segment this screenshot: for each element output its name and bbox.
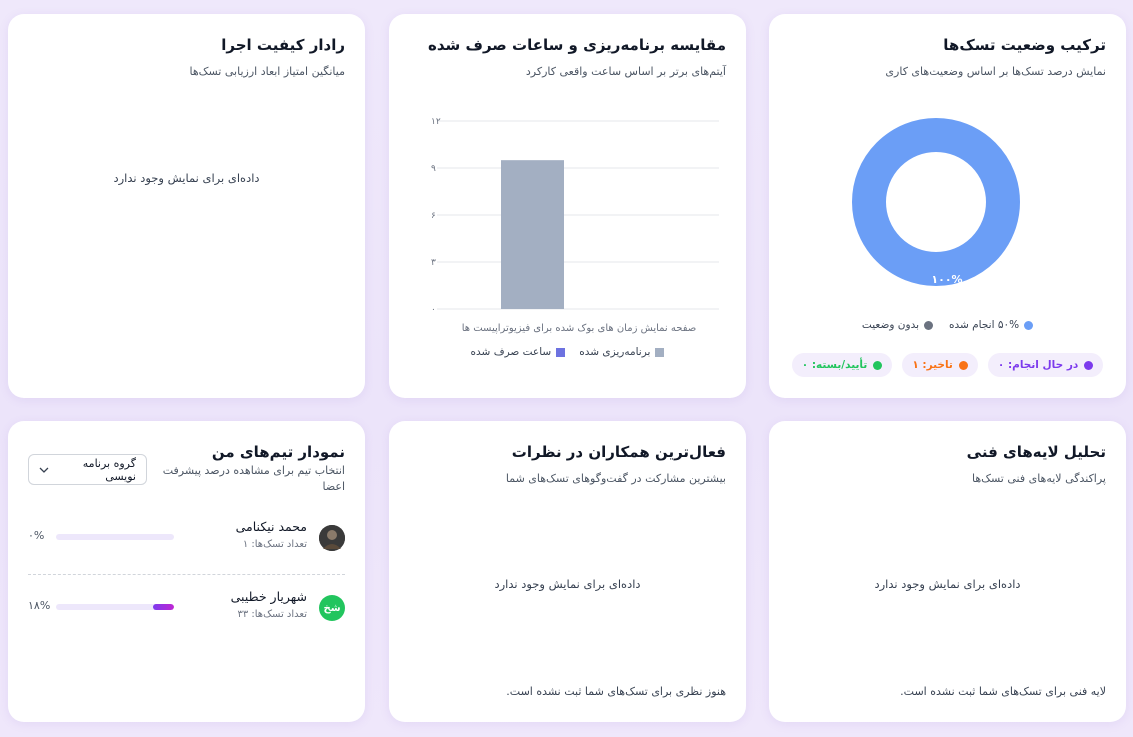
legend-item-planned[interactable]: برنامه‌ریزی شده (579, 346, 665, 358)
my-teams-card: نمودار تیم‌های من انتخاب تیم برای مشاهده… (8, 421, 365, 722)
plan-vs-actual-card: مقایسه برنامه‌ریزی و ساعات صرف شده آیتم‌… (389, 14, 746, 398)
y-tick-label: ۳ (431, 258, 436, 268)
legend-label: بدون وضعیت (861, 319, 920, 331)
pill-dot-icon (958, 360, 968, 370)
member-progress-bar (56, 534, 174, 540)
pill-dot-icon (1084, 360, 1094, 370)
layers-footnote: لایه فنی برای تسک‌های شما ثبت نشده است. (900, 685, 1106, 698)
legend-dot-icon (1024, 320, 1034, 330)
pill-approved-closed: تأیید/بسته: ۰ (791, 353, 893, 377)
donut-percent-label: ۱۰۰% (931, 273, 962, 286)
task-status-card: ترکیب وضعیت تسک‌ها نمایش درصد تسک‌ها بر … (769, 14, 1126, 398)
pill-label: تأیید/بسته: ۰ (801, 359, 868, 371)
member-progress-fill (152, 604, 174, 610)
legend-label: ساعت صرف شده (470, 346, 552, 358)
y-tick-label: ۱۲ (431, 117, 441, 127)
legend-label: ۵۰% انجام شده (949, 319, 1020, 331)
member-percent: ۰% (28, 529, 45, 542)
avatar-initials: شخ (323, 602, 341, 614)
donut-ring (852, 118, 1020, 286)
radar-card-title: رادار کیفیت اجرا (221, 36, 345, 54)
plan-card-subtitle: آیتم‌های برتر بر اساس ساعت واقعی کارکرد (525, 65, 726, 78)
avatar (319, 525, 345, 551)
y-tick-label: ۰ (431, 305, 436, 315)
plan-legend: برنامه‌ریزی شده ساعت صرف شده (389, 346, 746, 358)
status-legend: ۵۰% انجام شده بدون وضعیت (769, 319, 1126, 331)
chart-bars (501, 160, 564, 309)
collab-card-title: فعال‌ترین همکاران در نظرات (511, 443, 726, 461)
legend-item-done[interactable]: ۵۰% انجام شده (949, 319, 1034, 331)
status-donut-chart: ۱۰۰% (852, 118, 1020, 286)
pill-label: در حال انجام: ۰ (997, 359, 1079, 371)
layers-empty-message: داده‌ای برای نمایش وجود ندارد (874, 577, 1021, 591)
legend-square-icon (655, 347, 665, 357)
legend-item-no-status[interactable]: بدون وضعیت (861, 319, 934, 331)
member-progress-bar (56, 604, 174, 610)
collab-card-subtitle: بیشترین مشارکت در گفت‌وگوهای تسک‌های شما (505, 472, 726, 485)
status-card-title: ترکیب وضعیت تسک‌ها (943, 36, 1106, 54)
plan-card-title: مقایسه برنامه‌ریزی و ساعات صرف شده (428, 36, 726, 54)
legend-dot-icon (924, 320, 934, 330)
collab-footnote: هنوز نظری برای تسک‌های شما ثبت نشده است. (506, 685, 726, 698)
layers-card-subtitle: پراکندگی لایه‌های فنی تسک‌ها (971, 472, 1106, 485)
legend-item-spent[interactable]: ساعت صرف شده (471, 346, 566, 358)
pill-delayed: تاخیر: ۱ (902, 353, 978, 377)
y-tick-label: ۶ (431, 211, 436, 221)
chart-y-ticks: ۰ ۳ ۶ ۹ ۱۲ (431, 117, 441, 315)
team-select[interactable]: گروه برنامه نویسی (28, 454, 147, 485)
collab-empty-message: داده‌ای برای نمایش وجود ندارد (494, 577, 641, 591)
member-name: محمد نیکنامی (235, 519, 307, 534)
user-photo-icon (319, 525, 345, 551)
pill-dot-icon (873, 360, 883, 370)
legend-label: برنامه‌ریزی شده (579, 346, 651, 358)
active-collaborators-card: فعال‌ترین همکاران در نظرات بیشترین مشارک… (389, 421, 746, 722)
teams-card-subtitle: انتخاب تیم برای مشاهده درصد پیشرفت اعضا (162, 464, 345, 493)
member-percent: ۱۸% (28, 599, 51, 612)
pill-label: تاخیر: ۱ (912, 359, 953, 371)
bar-planned (501, 160, 564, 309)
member-task-count: تعداد تسک‌ها: ۳۳ (237, 609, 307, 620)
team-member-row: محمد نیکنامی تعداد تسک‌ها: ۱ ۰% (28, 519, 345, 559)
chevron-down-icon (39, 467, 49, 473)
avatar: شخ (319, 595, 345, 621)
legend-square-icon (556, 347, 566, 357)
plan-bar-chart: ۰ ۳ ۶ ۹ ۱۲ صفحه نمایش زمان های بوک شده برای … (431, 117, 719, 334)
radar-card-subtitle: میانگین امتیاز ابعاد ارزیابی تسک‌ها (189, 65, 346, 78)
team-select-value: گروه برنامه نویسی (82, 456, 136, 483)
pill-in-progress: در حال انجام: ۰ (987, 353, 1104, 377)
chart-grid (437, 120, 719, 310)
status-pills: در حال انجام: ۰ تاخیر: ۱ تأیید/بسته: ۰ (769, 353, 1126, 377)
status-card-subtitle: نمایش درصد تسک‌ها بر اساس وضعیت‌های کاری (885, 65, 1106, 78)
y-tick-label: ۹ (431, 164, 436, 174)
layers-card-title: تحلیل لایه‌های فنی (966, 443, 1106, 461)
teams-card-title: نمودار تیم‌های من (211, 443, 345, 461)
technical-layers-card: تحلیل لایه‌های فنی پراکندگی لایه‌های فنی… (769, 421, 1126, 722)
quality-radar-card: رادار کیفیت اجرا میانگین امتیاز ابعاد ار… (8, 14, 365, 398)
x-tick-label: صفحه نمایش زمان های بوک شده برای فیزیوتر… (462, 323, 697, 334)
team-member-row: شخ شهریار خطیبی تعداد تسک‌ها: ۳۳ ۱۸% (28, 589, 345, 629)
radar-empty-message: داده‌ای برای نمایش وجود ندارد (113, 171, 260, 185)
member-divider (28, 574, 345, 575)
member-name: شهریار خطیبی (230, 589, 307, 604)
member-task-count: تعداد تسک‌ها: ۱ (242, 539, 307, 550)
